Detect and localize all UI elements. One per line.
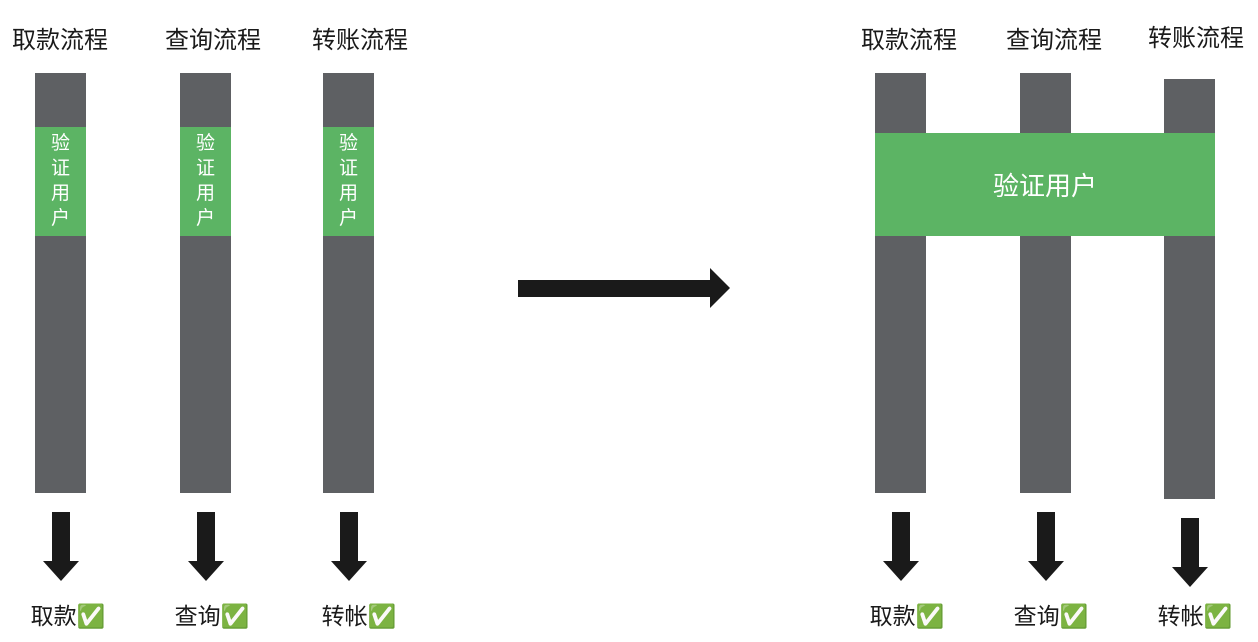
verify-char: 户	[338, 207, 358, 229]
right-arrow-icon	[518, 268, 730, 308]
verify-char: 验	[50, 132, 70, 154]
after-flow-1-down-arrow-shaft	[892, 512, 910, 562]
after-flow-2-title: 查询流程	[1006, 26, 1102, 54]
after-flow-3-down-arrow-head	[1172, 567, 1208, 587]
before-flow-2-title: 查询流程	[165, 26, 261, 54]
after-flow-3-result: 转帐✅	[1157, 604, 1233, 630]
verify-char: 用	[195, 182, 215, 204]
before-flow-1-verify-block: 验 证 用 户	[35, 127, 86, 236]
after-flow-3-down-arrow-shaft	[1181, 518, 1199, 568]
before-flow-3-title: 转账流程	[312, 26, 408, 54]
verify-char: 用	[338, 182, 358, 204]
verify-char: 证	[50, 157, 70, 179]
before-flow-3-down-arrow-head	[331, 561, 367, 581]
after-flow-3-title: 转账流程	[1148, 24, 1244, 52]
verify-char: 户	[195, 207, 215, 229]
verify-char: 验	[195, 132, 215, 154]
before-flow-2-verify-block: 验 证 用 户	[180, 127, 231, 236]
shared-verify-user-block: 验证用户	[875, 133, 1215, 236]
before-flow-1-result: 取款✅	[30, 604, 106, 630]
verify-char: 用	[50, 182, 70, 204]
before-flow-1-title: 取款流程	[12, 26, 108, 54]
after-flow-1-result: 取款✅	[869, 604, 945, 630]
before-flow-3-result: 转帐✅	[321, 604, 397, 630]
before-flow-2-down-arrow-shaft	[197, 512, 215, 562]
before-flow-3-verify-block: 验 证 用 户	[323, 127, 374, 236]
before-flow-1-down-arrow-head	[43, 561, 79, 581]
before-flow-3-down-arrow-shaft	[340, 512, 358, 562]
verify-char: 证	[338, 157, 358, 179]
after-flow-2-down-arrow-head	[1028, 561, 1064, 581]
verify-char: 验	[338, 132, 358, 154]
before-flow-2-down-arrow-head	[188, 561, 224, 581]
after-flow-1-down-arrow-head	[883, 561, 919, 581]
after-flow-2-down-arrow-shaft	[1037, 512, 1055, 562]
after-flow-2-result: 查询✅	[1013, 604, 1089, 630]
verify-char: 户	[50, 207, 70, 229]
before-flow-1-down-arrow-shaft	[52, 512, 70, 562]
before-flow-2-result: 查询✅	[174, 604, 250, 630]
after-flow-1-title: 取款流程	[861, 26, 957, 54]
verify-char: 证	[195, 157, 215, 179]
